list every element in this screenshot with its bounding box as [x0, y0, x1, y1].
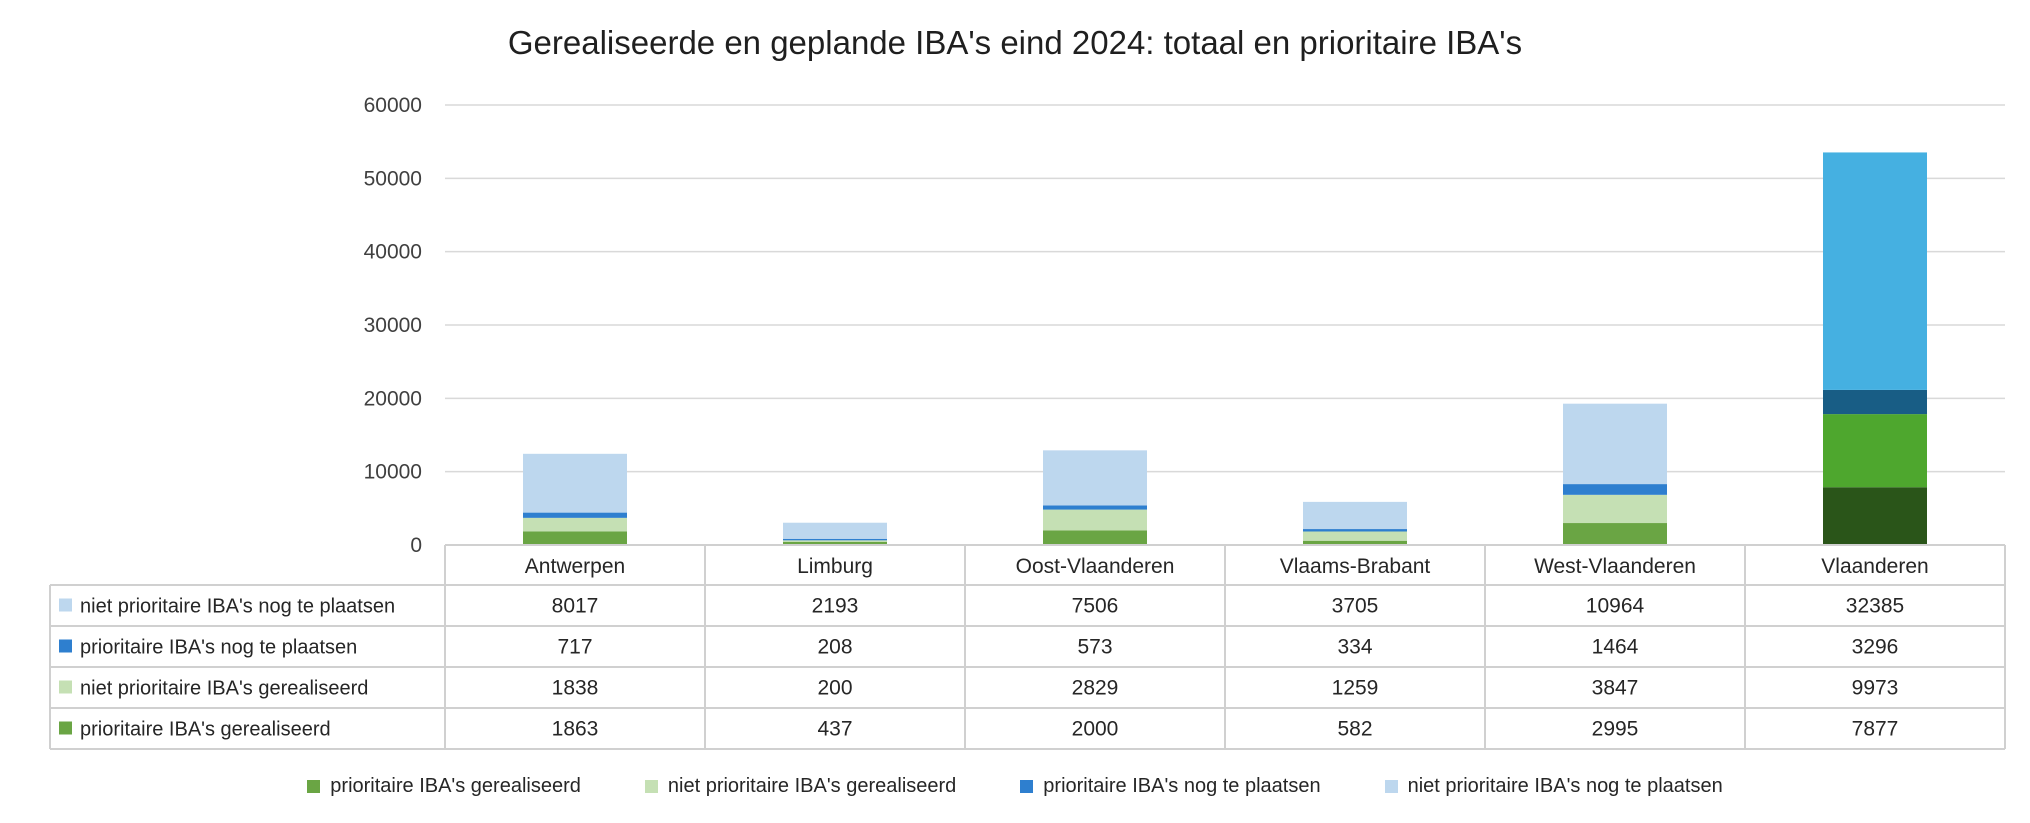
table-cell: 1464	[1592, 636, 1639, 659]
bar-segment	[1823, 414, 1927, 488]
table-cell: 2193	[812, 595, 859, 618]
bar-segment	[1563, 403, 1667, 485]
legend-swatch	[307, 779, 321, 793]
row-legend-key	[59, 721, 72, 735]
data-table: Antwerpen Limburg Oost-Vlaanderen Vlaams-Br…	[49, 544, 2006, 750]
legend: prioritaire IBA's gerealiseerd niet prior…	[0, 770, 2030, 802]
row-header: niet prioritaire IBA's nog te plaatsen	[80, 596, 395, 618]
category-label: Vlaams-Brabant	[1280, 555, 1431, 578]
bar-segment	[1043, 450, 1147, 506]
y-tick-label: 60000	[364, 94, 422, 117]
table-cell: 334	[1337, 636, 1372, 659]
table-cell: 7506	[1072, 595, 1119, 618]
y-tick-label: 40000	[364, 241, 422, 264]
y-tick-label: 30000	[364, 314, 422, 337]
chart-title: Gerealiseerde en geplande IBA's eind 202…	[507, 24, 1523, 61]
table-cell: 717	[557, 636, 592, 659]
table-cell: 1863	[552, 718, 599, 741]
y-tick-label: 10000	[364, 461, 422, 484]
table-cell: 8017	[552, 595, 599, 618]
table-cell: 32385	[1846, 595, 1904, 618]
table-cell: 200	[817, 677, 852, 700]
bar-segment	[523, 512, 627, 518]
bar-segment	[1823, 389, 1927, 415]
y-tick-label: 50000	[364, 167, 422, 190]
legend-item: prioritaire IBA's nog te plaatsen	[1020, 770, 1321, 802]
table-cell: 582	[1337, 718, 1372, 741]
legend-label: niet prioritaire IBA's gerealiseerd	[667, 774, 957, 797]
bar-segment	[1823, 487, 1927, 545]
table-cell: 7877	[1852, 718, 1899, 741]
table-cell: 3847	[1592, 677, 1639, 700]
legend-item: niet prioritaire IBA's nog te plaatsen	[1384, 770, 1723, 802]
table-cell: 10964	[1586, 595, 1645, 618]
bar-segment	[1303, 501, 1407, 530]
table-cell: 1838	[552, 677, 599, 700]
legend-swatch	[1020, 779, 1034, 793]
category-label: West-Vlaanderen	[1534, 555, 1696, 578]
legend-swatch	[644, 779, 658, 793]
legend-label: prioritaire IBA's nog te plaatsen	[1043, 774, 1321, 797]
table-cell: 2829	[1072, 677, 1119, 700]
category-label: Antwerpen	[525, 555, 625, 578]
bar-segment	[1563, 494, 1667, 524]
table-cell: 3296	[1852, 636, 1899, 659]
bar-segment	[1303, 531, 1407, 541]
table-cell: 2000	[1072, 718, 1119, 741]
bar-segment	[783, 541, 887, 545]
row-header: prioritaire IBA's gerealiseerd	[80, 719, 331, 741]
bar-segment	[1043, 505, 1147, 510]
row-header: niet prioritaire IBA's gerealiseerd	[80, 678, 368, 700]
bar-segment	[1303, 529, 1407, 532]
legend-swatch	[1384, 779, 1398, 793]
bar-segment	[1043, 530, 1147, 545]
bar-segment	[523, 517, 627, 532]
table-cell: 1259	[1332, 677, 1379, 700]
bar-segment	[1563, 523, 1667, 545]
bar-segments	[523, 152, 1927, 545]
legend-label: prioritaire IBA's gerealiseerd	[330, 774, 581, 797]
table-cell: 208	[817, 636, 852, 659]
bar-segment	[783, 538, 887, 541]
bar-segment	[523, 453, 627, 513]
legend-item: niet prioritaire IBA's gerealiseerd	[644, 770, 957, 802]
table-cell: 573	[1077, 636, 1112, 659]
bar-segment	[523, 531, 627, 545]
table-cell: 9973	[1852, 677, 1899, 700]
bar-segment	[783, 540, 887, 542]
table-cell: 2995	[1592, 718, 1639, 741]
gridlines	[445, 104, 2005, 473]
row-header: prioritaire IBA's nog te plaatsen	[80, 637, 357, 659]
bar-segment	[1303, 540, 1407, 545]
row-legend-key	[59, 639, 72, 653]
bar-segment	[1823, 152, 1927, 390]
table-cell: 3705	[1332, 595, 1379, 618]
row-legend-key	[59, 598, 72, 612]
category-label: Vlaanderen	[1821, 555, 1928, 578]
category-label: Limburg	[797, 555, 873, 578]
bar-segment	[1043, 509, 1147, 531]
y-axis: 0 10000 20000 30000 40000 50000 60000	[364, 94, 422, 557]
y-tick-label: 20000	[364, 387, 422, 410]
row-legend-key	[59, 680, 72, 694]
bar-segment	[783, 522, 887, 539]
legend-item: prioritaire IBA's gerealiseerd	[307, 770, 581, 802]
y-tick-label: 0	[410, 534, 422, 557]
category-label: Oost-Vlaanderen	[1016, 555, 1175, 578]
legend-label: niet prioritaire IBA's nog te plaatsen	[1407, 774, 1723, 797]
table-cell: 437	[817, 718, 852, 741]
bar-segment	[1563, 484, 1667, 495]
